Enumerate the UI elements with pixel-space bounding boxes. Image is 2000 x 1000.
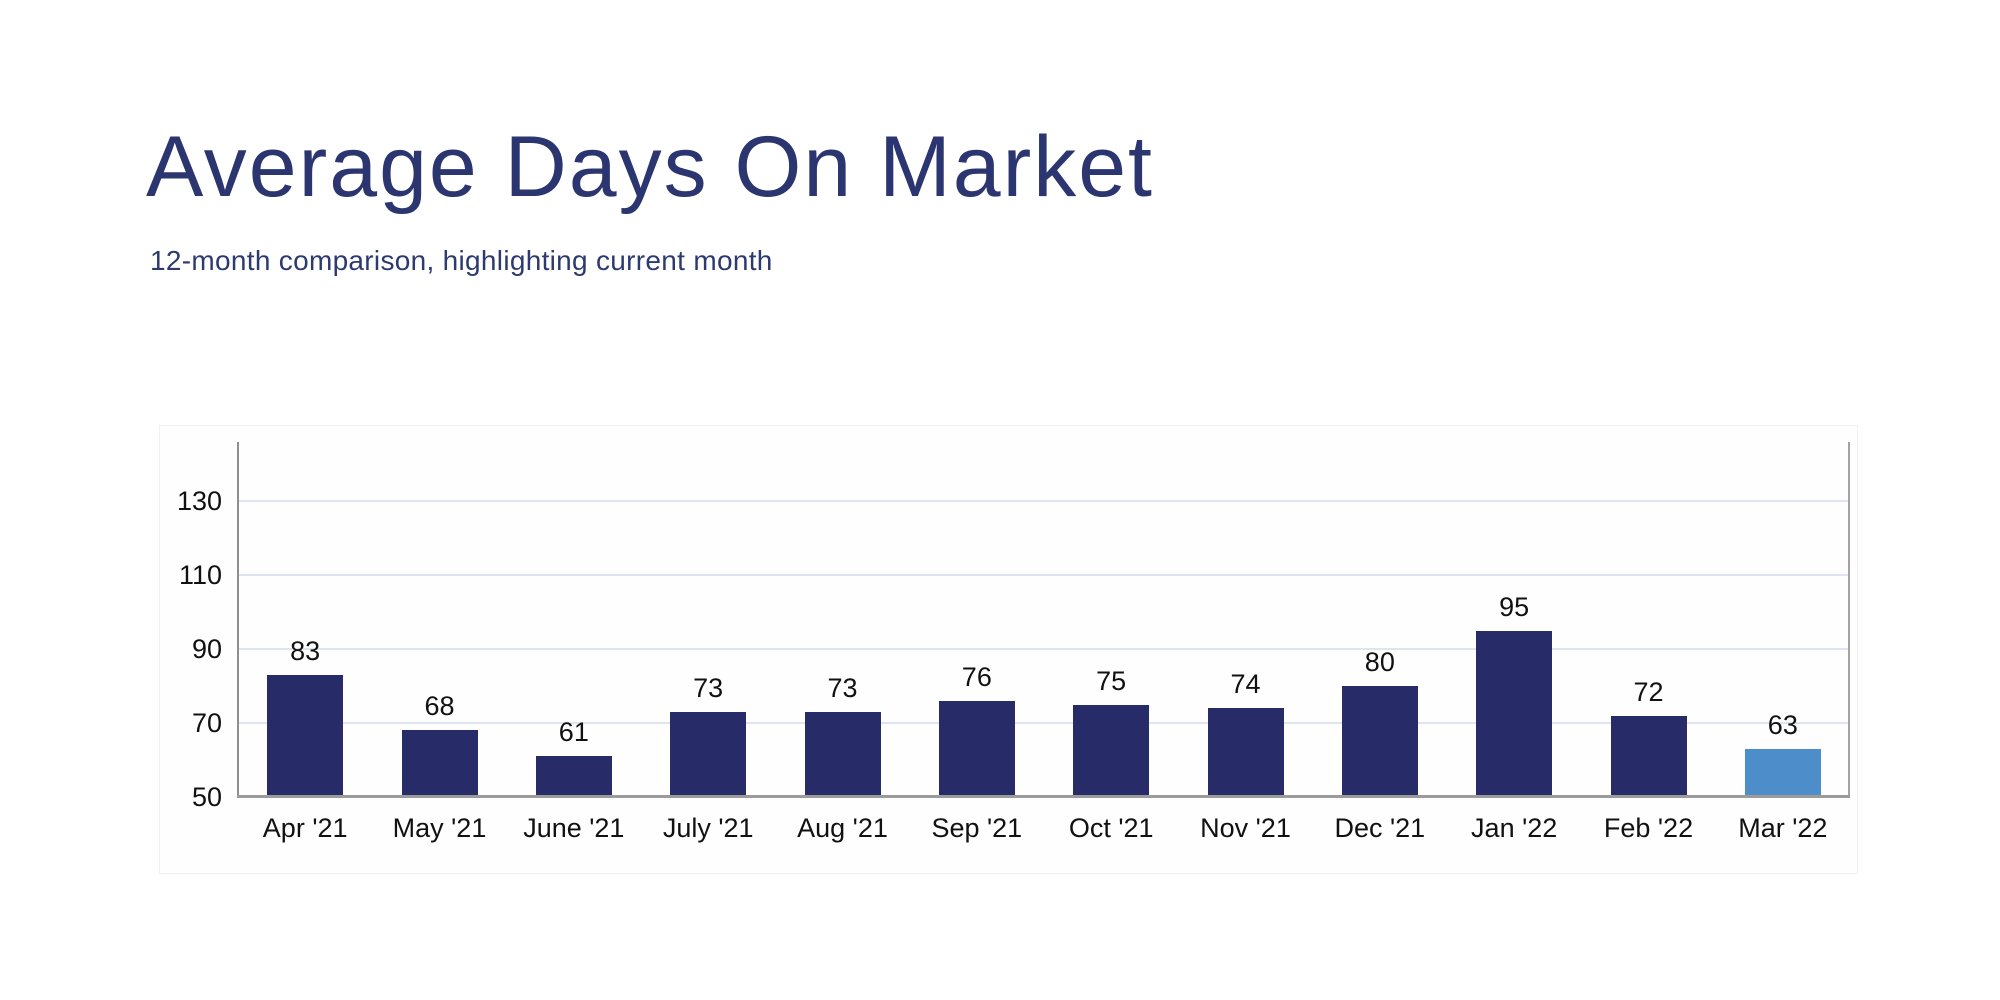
bar-aug-21 <box>804 711 881 797</box>
y-axis-tick-label: 50 <box>191 782 222 812</box>
bar-value-label: 68 <box>424 691 455 722</box>
bar-value-label: 76 <box>961 661 992 692</box>
bar-value-label: 80 <box>1364 647 1395 677</box>
y-axis-line <box>237 442 239 798</box>
x-axis-line <box>237 795 1850 798</box>
x-axis-tick-label: Feb '22 <box>1603 813 1694 843</box>
x-axis-tick-label: Aug '21 <box>797 813 888 843</box>
x-axis-tick-label: Oct '21 <box>1068 813 1154 843</box>
bar-july-21 <box>670 711 747 797</box>
bar-sep-21 <box>938 700 1015 797</box>
x-axis-tick-label: Sep '21 <box>931 813 1023 843</box>
bar-value-label: 73 <box>693 672 724 703</box>
y-axis-tick-label: 110 <box>178 560 222 590</box>
x-axis-tick-label: Apr '21 <box>262 813 348 843</box>
page-title: Average Days On Market <box>146 119 1154 215</box>
x-axis-tick-label: May '21 <box>392 813 487 843</box>
plot-right-border <box>1848 442 1850 798</box>
bar-nov-21 <box>1207 708 1284 797</box>
x-axis-tick-label: Nov '21 <box>1200 813 1291 843</box>
gridline-130 <box>238 500 1850 502</box>
bar-value-label: 61 <box>558 717 589 748</box>
bar-value-label: 75 <box>1096 665 1127 696</box>
bar-mar-22 <box>1744 748 1821 797</box>
y-axis-tick-label: 70 <box>191 708 222 738</box>
bar-value-label: 73 <box>827 672 858 703</box>
bar-june-21 <box>535 756 612 797</box>
bar-value-label: 72 <box>1633 676 1664 707</box>
bar-apr-21 <box>267 674 344 797</box>
bar-may-21 <box>401 730 478 797</box>
bar-dec-21 <box>1341 686 1418 797</box>
x-axis-tick-label: July '21 <box>662 813 754 843</box>
bar-feb-22 <box>1610 715 1687 797</box>
page-subtitle: 12-month comparison, highlighting curren… <box>150 245 773 276</box>
x-axis-tick-label: June '21 <box>523 813 625 843</box>
gridline-110 <box>238 574 1850 576</box>
bar-value-label: 95 <box>1499 591 1530 622</box>
bar-value-label: 83 <box>290 635 321 666</box>
bar-oct-21 <box>1073 704 1150 797</box>
gridline-90 <box>238 648 1850 650</box>
x-axis-tick-label: Dec '21 <box>1334 813 1426 843</box>
bar-value-label: 63 <box>1767 709 1798 740</box>
x-axis-tick-label: Jan '22 <box>1471 813 1558 843</box>
bar-jan-22 <box>1476 630 1553 797</box>
gridline-70 <box>238 722 1850 724</box>
y-axis-tick-label: 90 <box>191 634 222 664</box>
bar-value-label: 74 <box>1230 669 1261 700</box>
y-axis-tick-label: 130 <box>176 486 222 516</box>
x-axis-tick-label: Mar '22 <box>1738 813 1828 843</box>
